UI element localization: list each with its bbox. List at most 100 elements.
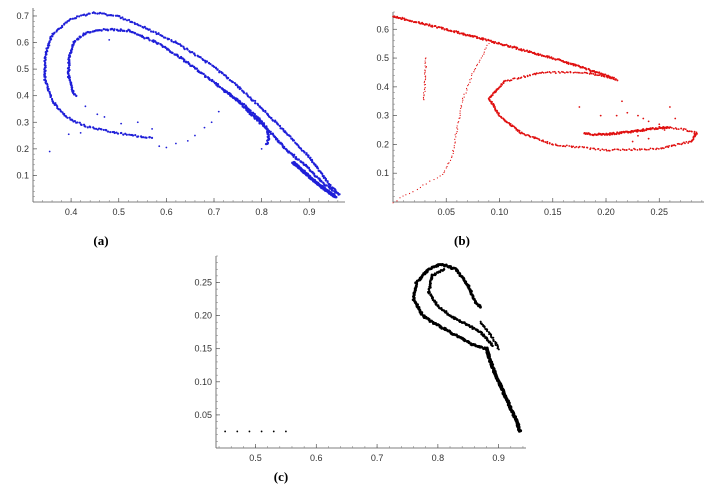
data-point-b: [425, 183, 427, 185]
data-point-c: [492, 338, 495, 341]
data-point-a: [67, 76, 71, 80]
data-point-c: [465, 340, 469, 343]
data-point-a: [152, 30, 155, 33]
data-point-a: [136, 121, 139, 124]
data-point-b: [505, 43, 508, 46]
data-point-b: [454, 141, 456, 143]
data-point-a: [265, 125, 268, 128]
panel-label-a: (a): [93, 233, 108, 248]
data-point-b: [446, 165, 448, 168]
data-point-a: [178, 56, 181, 60]
data-point-a: [249, 111, 253, 114]
x-tick-label-a: 0.7: [208, 207, 221, 217]
data-point-b: [470, 78, 472, 80]
x-tick-label-b: 0.10: [491, 207, 509, 217]
data-point-a: [127, 18, 131, 22]
data-point-a: [278, 124, 281, 127]
data-point-b: [612, 148, 614, 151]
data-point-a: [203, 126, 206, 129]
data-point-b: [640, 148, 643, 151]
data-point-c: [429, 293, 432, 297]
data-point-b: [424, 86, 426, 89]
data-point-a: [120, 122, 123, 125]
data-point-a: [43, 59, 46, 63]
data-point-b: [591, 133, 594, 136]
data-point-b: [478, 61, 480, 63]
data-point-a: [313, 174, 316, 177]
data-point-b: [515, 127, 518, 130]
data-point-a: [312, 162, 315, 165]
data-point-b: [508, 122, 511, 124]
data-point-b: [540, 72, 543, 74]
data-point-c: [248, 430, 251, 433]
data-point-b: [547, 55, 550, 58]
data-point-b: [439, 175, 441, 177]
data-point-b: [562, 145, 565, 147]
data-point-b: [546, 71, 549, 74]
data-point-b: [615, 114, 618, 117]
data-point-b: [684, 142, 686, 145]
y-tick-label-a: 0.2: [16, 144, 29, 154]
data-point-b: [575, 64, 578, 67]
data-point-b: [455, 132, 457, 134]
data-point-b: [423, 73, 426, 75]
data-point-b: [658, 126, 661, 129]
data-point-b: [608, 77, 611, 79]
x-tick-label-c: 0.5: [249, 453, 262, 463]
data-point-b: [496, 88, 499, 90]
data-point-b: [553, 70, 556, 73]
data-point-b: [516, 78, 519, 80]
data-point-b: [662, 147, 665, 150]
data-point-a: [68, 116, 71, 119]
data-point-b: [542, 55, 545, 58]
data-point-a: [269, 132, 273, 135]
data-point-a: [115, 131, 118, 134]
data-point-b: [645, 148, 648, 151]
data-point-b: [467, 85, 469, 87]
data-point-a: [121, 29, 124, 32]
data-point-a: [46, 83, 49, 87]
data-point-b: [625, 149, 628, 151]
data-point-b: [623, 149, 626, 151]
data-point-a: [81, 34, 85, 37]
data-point-b: [399, 16, 402, 19]
data-point-a: [112, 29, 116, 32]
data-point-b: [564, 145, 567, 148]
data-point-c: [272, 430, 275, 433]
data-point-b: [574, 71, 576, 74]
data-point-a: [48, 150, 51, 153]
data-point-b: [642, 117, 645, 120]
data-point-b: [520, 49, 523, 52]
data-point-b: [462, 99, 464, 101]
data-point-b: [476, 63, 478, 65]
data-point-a: [80, 123, 83, 127]
data-point-b: [487, 39, 490, 42]
data-point-a: [109, 131, 112, 134]
data-point-b: [608, 149, 611, 152]
data-point-a: [294, 141, 297, 144]
data-point-a: [96, 12, 99, 15]
data-point-a: [256, 117, 259, 120]
data-point-b: [509, 123, 512, 125]
data-point-b: [546, 142, 549, 145]
data-point-a: [201, 57, 204, 61]
data-point-a: [145, 136, 148, 139]
data-point-a: [326, 180, 329, 183]
data-point-a: [241, 89, 244, 92]
data-point-a: [140, 35, 144, 38]
data-point-b: [494, 40, 497, 43]
data-point-b: [639, 148, 641, 151]
data-point-a: [159, 33, 162, 37]
data-point-b: [687, 130, 690, 133]
data-point-b: [448, 162, 450, 164]
data-point-b: [425, 65, 427, 68]
data-point-a: [336, 191, 339, 195]
data-point-c: [434, 273, 437, 276]
data-point-a: [166, 37, 169, 40]
data-point-a: [220, 71, 223, 74]
data-point-b: [690, 130, 693, 133]
data-point-c: [496, 346, 499, 349]
data-point-a: [107, 14, 111, 17]
data-point-b: [473, 71, 475, 73]
data-point-b: [629, 130, 632, 134]
